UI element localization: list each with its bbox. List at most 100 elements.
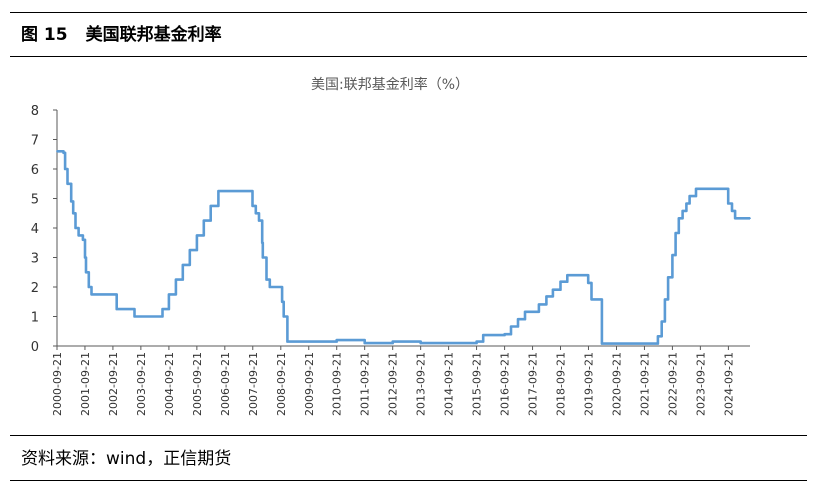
- data-point: [643, 342, 646, 345]
- source-note: 资料来源：wind，正信期货: [21, 449, 232, 469]
- data-point: [545, 295, 548, 298]
- data-point: [517, 318, 519, 321]
- data-point: [87, 286, 90, 288]
- data-point: [168, 293, 170, 296]
- data-point: [139, 315, 142, 318]
- data-point: [600, 298, 602, 301]
- data-point: [677, 217, 680, 220]
- data-point: [72, 212, 75, 215]
- line-chart: 美国:联邦基金利率（%） 0 1 2 3 4 5 6 7 8 2000-09-21 2001-09…: [31, 76, 751, 416]
- data-point: [559, 280, 562, 283]
- data-point: [695, 187, 697, 190]
- data-point: [90, 293, 93, 296]
- x-tick-label: 2004-09-21: [163, 352, 176, 416]
- data-point: [64, 168, 67, 170]
- data-point: [664, 298, 666, 301]
- data-point: [282, 315, 285, 318]
- y-tick-label: 1: [31, 311, 39, 326]
- x-tick-label: 2001-09-21: [79, 352, 92, 416]
- data-point: [587, 281, 590, 284]
- y-tick-label: 0: [31, 340, 39, 355]
- data-point: [503, 333, 506, 336]
- x-tick-label: 2012-09-21: [387, 352, 400, 416]
- data-point: [524, 310, 526, 313]
- x-tick-label: 2016-09-21: [499, 352, 512, 416]
- data-point: [447, 342, 450, 344]
- data-point: [727, 202, 730, 205]
- data-point: [657, 335, 659, 338]
- header-rule: [10, 56, 807, 57]
- data-point: [249, 190, 252, 193]
- x-tick-label: 2007-09-21: [247, 352, 260, 416]
- data-point: [77, 234, 80, 237]
- data-point: [685, 202, 688, 205]
- data-point: [258, 219, 260, 222]
- data-point: [261, 241, 264, 244]
- data-point: [615, 342, 618, 345]
- data-point: [566, 274, 569, 277]
- data-point: [188, 249, 191, 252]
- data-point: [601, 342, 603, 345]
- data-point: [174, 278, 177, 281]
- data-point: [181, 263, 184, 266]
- data-point: [335, 339, 338, 341]
- data-point: [84, 256, 86, 259]
- data-point: [671, 254, 674, 257]
- x-tick-label: 2013-09-21: [415, 352, 428, 416]
- data-point: [202, 219, 205, 222]
- x-tick-label: 2010-09-21: [331, 352, 344, 416]
- x-tick-label: 2009-09-21: [303, 352, 316, 416]
- data-point: [112, 293, 114, 296]
- y-axis: 0 1 2 3 4 5 6 7 8: [31, 104, 58, 355]
- x-tick-label: 2000-09-21: [51, 352, 64, 416]
- data-point: [62, 151, 65, 154]
- x-tick-label: 2017-09-21: [527, 352, 540, 416]
- data-point: [660, 320, 663, 323]
- data-point: [217, 190, 220, 193]
- data-point: [268, 286, 271, 288]
- source-rule: [10, 435, 807, 436]
- data-point: [391, 340, 394, 343]
- figure-title: 美国联邦基金利率: [85, 25, 222, 45]
- x-tick-label: 2003-09-21: [135, 352, 148, 416]
- x-tick-label: 2011-09-21: [359, 352, 372, 416]
- bottom-rule: [10, 480, 807, 481]
- data-point: [531, 310, 534, 313]
- x-tick-label: 2021-09-21: [638, 352, 651, 416]
- data-point: [681, 209, 684, 212]
- data-point: [551, 288, 554, 291]
- x-axis: 2000-09-21 2001-09-21 2002-09-21 2003-09-21…: [51, 345, 750, 416]
- data-point: [56, 150, 58, 153]
- x-tick-label: 2023-09-21: [694, 352, 707, 416]
- top-rule: [10, 12, 807, 13]
- data-point: [749, 217, 751, 220]
- y-tick-label: 6: [31, 163, 39, 178]
- data-point: [279, 286, 282, 288]
- data-point: [96, 293, 99, 296]
- data-point: [223, 190, 226, 193]
- data-point: [261, 256, 264, 259]
- y-tick-label: 4: [31, 222, 39, 237]
- y-tick-label: 3: [31, 252, 39, 267]
- data-point: [265, 278, 268, 281]
- x-tick-label: 2015-09-21: [471, 352, 484, 416]
- data-point: [482, 334, 485, 336]
- data-point: [688, 195, 691, 198]
- data-point: [195, 234, 198, 237]
- data-point: [674, 232, 677, 234]
- data-point: [251, 204, 254, 207]
- x-tick-label: 2006-09-21: [219, 352, 232, 416]
- data-point: [115, 308, 118, 311]
- data-point: [475, 340, 478, 343]
- data-point: [133, 315, 136, 318]
- series-line: [57, 150, 750, 345]
- data-point: [286, 340, 289, 343]
- chart-title: 美国:联邦基金利率（%）: [311, 76, 469, 93]
- data-point: [81, 238, 84, 241]
- x-tick-label: 2022-09-21: [666, 352, 679, 416]
- x-tick-label: 2002-09-21: [107, 352, 120, 416]
- data-point: [254, 212, 257, 215]
- data-point: [419, 342, 422, 344]
- x-tick-label: 2005-09-21: [191, 352, 204, 416]
- data-point: [209, 204, 212, 207]
